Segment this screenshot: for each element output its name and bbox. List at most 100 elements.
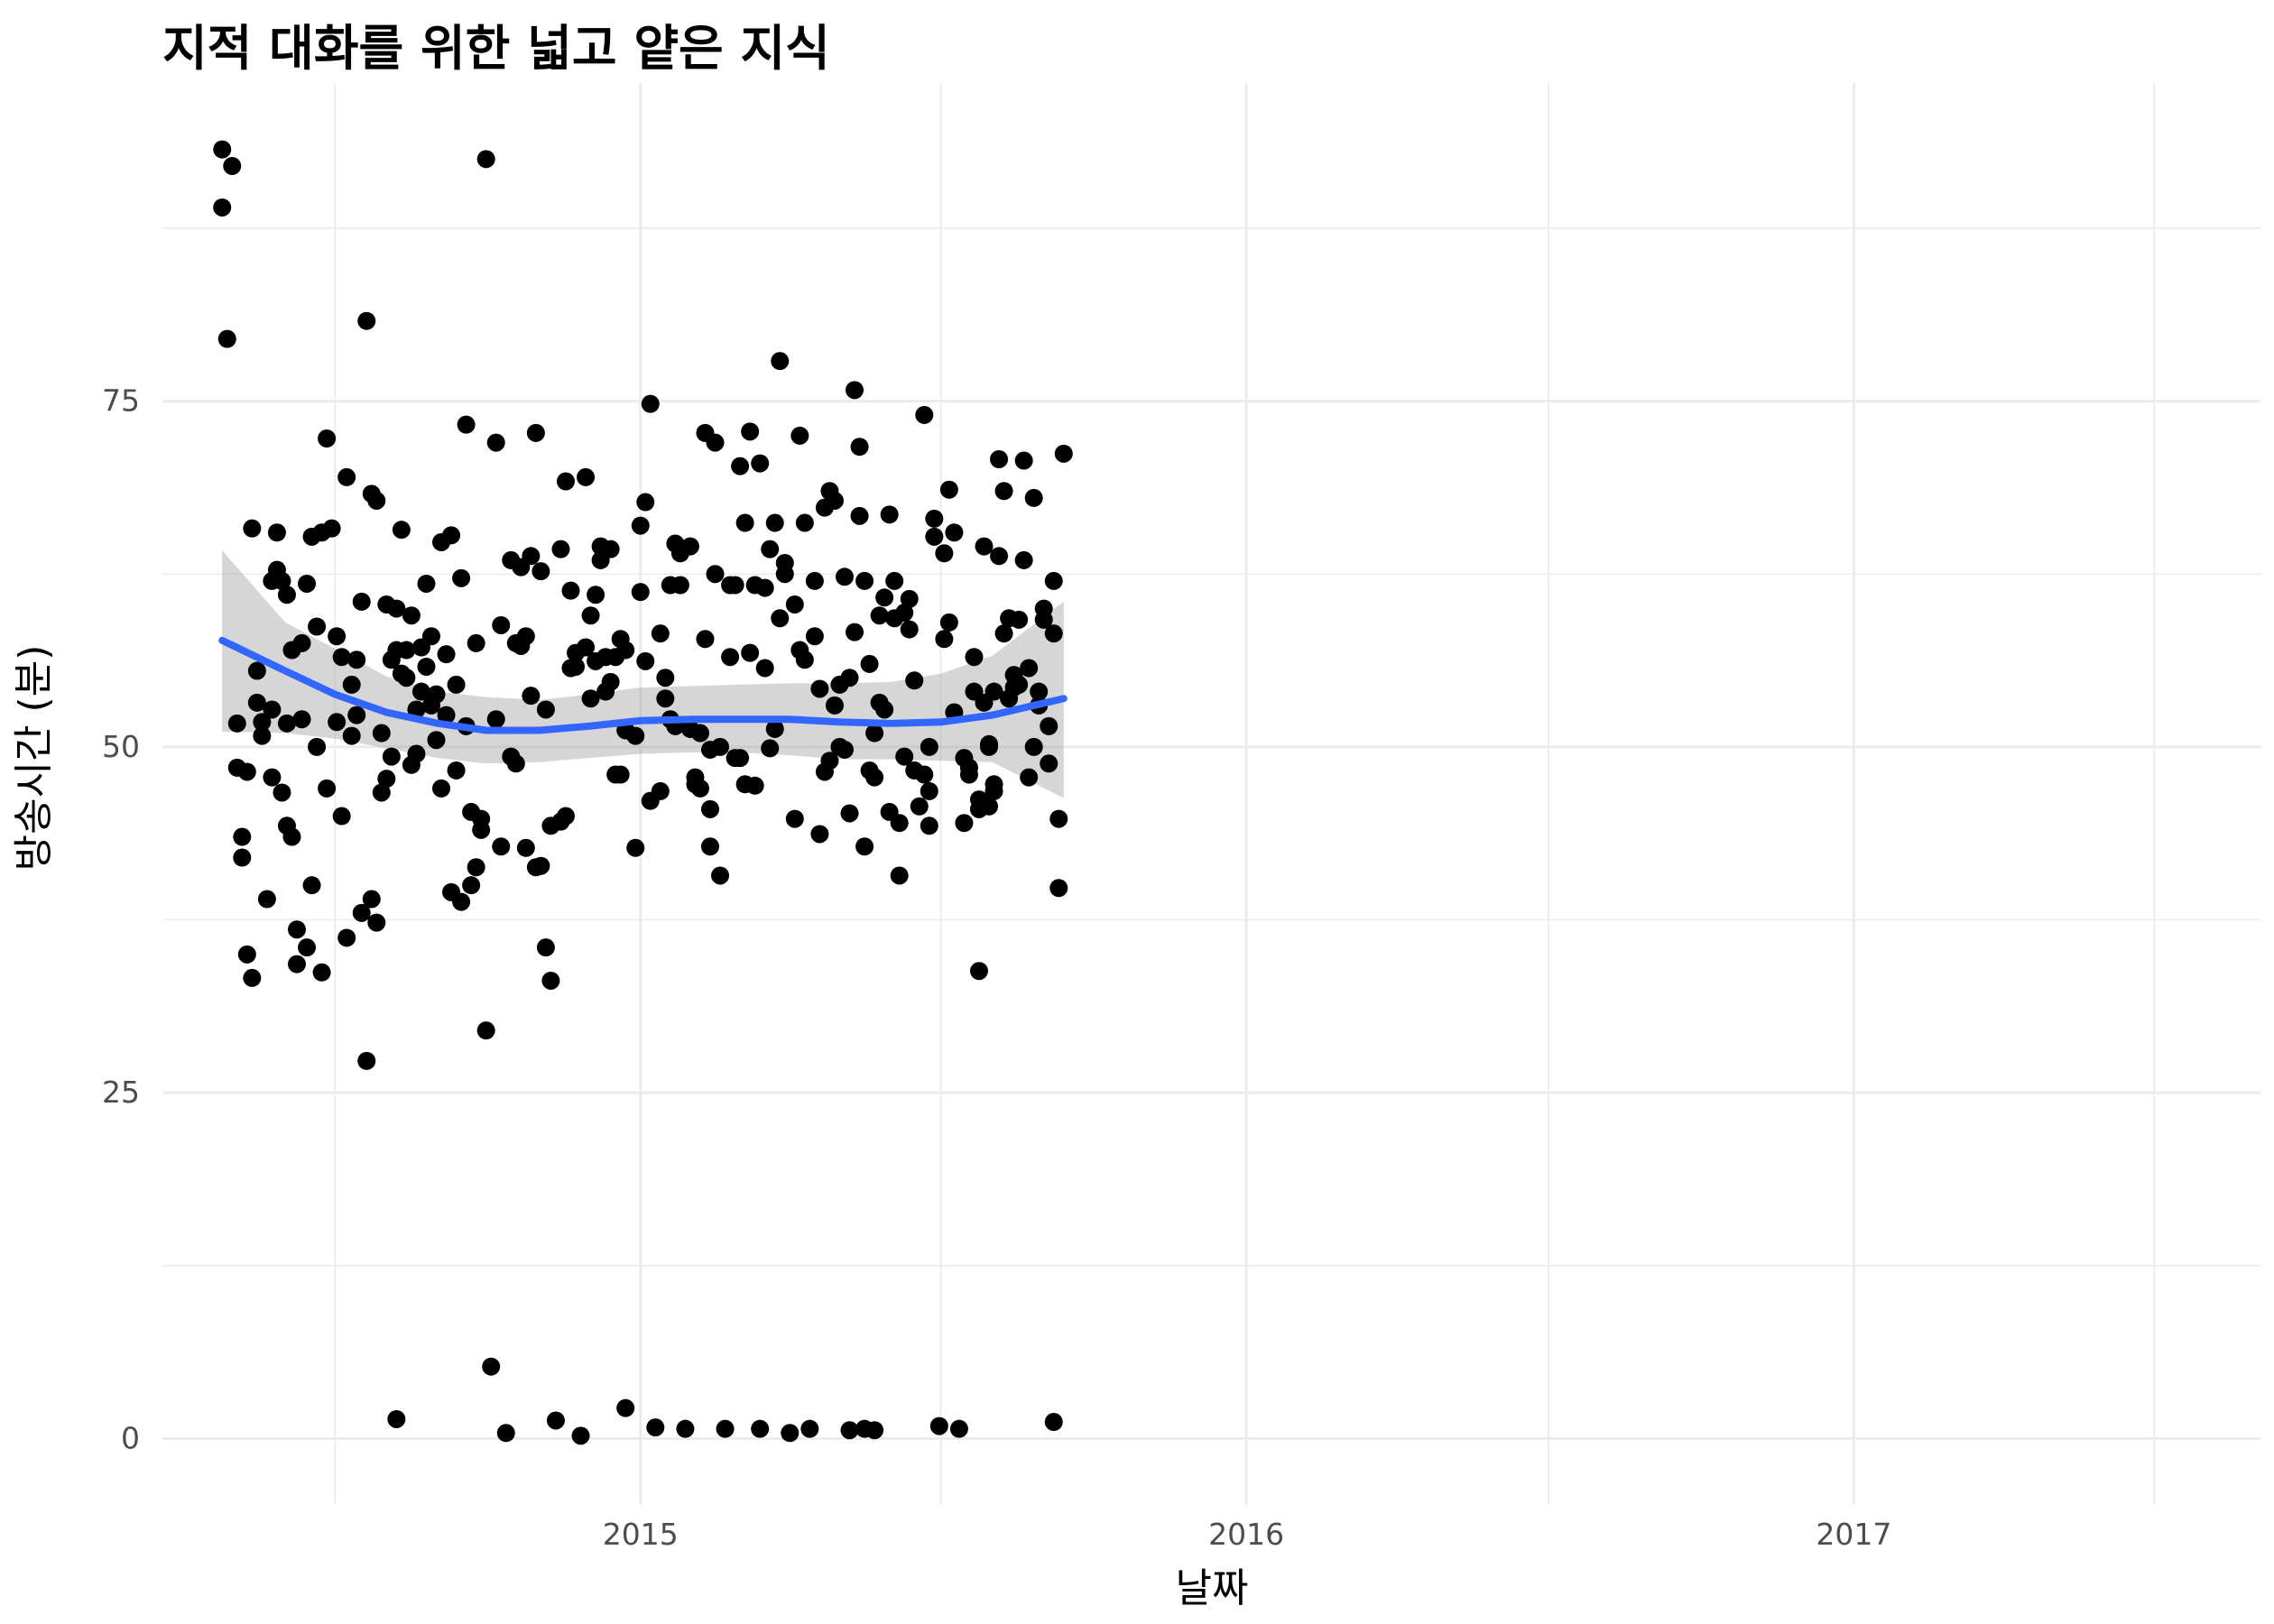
data-point [706,433,725,452]
data-point [611,765,630,784]
data-point [522,547,541,566]
data-point [237,945,256,964]
data-point [1020,768,1039,787]
data-point [492,615,511,634]
data-point [846,381,864,400]
data-point [825,696,844,715]
data-point [577,467,596,486]
data-point [581,689,600,708]
data-point [755,659,774,678]
data-point [421,627,440,646]
data-point [1010,675,1029,694]
data-point [835,740,854,759]
data-point [805,627,824,646]
data-point [1044,624,1063,643]
data-point [267,523,286,542]
y-axis-title: 방송시간 (분) [11,645,57,872]
data-point [994,624,1013,643]
data-point [332,648,351,667]
data-point [900,620,919,639]
data-point [526,423,545,442]
data-point [233,827,252,846]
data-point [263,768,282,787]
data-point [347,651,366,669]
data-point [920,817,938,835]
data-point [771,352,790,371]
data-point [417,574,436,593]
data-point [765,719,784,738]
data-point [701,837,720,856]
data-point [785,595,804,614]
data-point [855,571,874,590]
data-point [541,971,560,990]
data-point [447,675,466,694]
data-point [243,519,262,538]
data-point [1040,754,1058,773]
data-point [795,651,814,669]
y-tick-label: 25 [102,1075,140,1110]
data-point [347,706,366,724]
data-point [646,1418,665,1437]
data-point [765,513,784,532]
data-point [407,744,426,763]
data-point [925,527,944,546]
data-point [890,814,909,833]
data-point [751,1419,770,1438]
data-point [247,693,266,712]
data-point [308,617,327,636]
data-point [790,426,809,445]
data-point [452,568,471,587]
data-point [233,848,252,867]
data-point [810,679,829,698]
data-point [496,1424,515,1443]
data-point [243,968,262,987]
data-point [1049,879,1068,898]
data-point [1010,610,1029,629]
y-tick-label: 0 [121,1420,140,1455]
data-point [726,576,744,595]
data-point [925,509,944,528]
data-point [656,669,675,687]
data-point [810,825,829,844]
data-point [915,765,934,784]
data-point [895,604,914,623]
data-point [636,651,655,670]
data-point [437,706,456,724]
data-point [755,578,774,597]
data-point [835,567,854,586]
data-point [561,581,580,600]
data-point [935,544,954,563]
data-point [1034,610,1053,629]
data-point [227,714,246,733]
data-point [298,938,317,957]
data-point [850,438,869,457]
data-point [969,962,988,981]
data-point [1054,444,1073,463]
data-point [213,198,232,217]
data-point [696,630,715,649]
data-point [551,540,570,558]
data-point [875,700,894,719]
data-point [616,1398,635,1417]
data-point [735,513,754,532]
data-point [656,689,675,708]
data-point [870,606,889,625]
data-point [890,866,909,885]
data-point [213,140,232,159]
data-point [651,781,670,800]
tick-labels: 0 25 50 75 2015 2016 2017 [102,383,1891,1552]
data-point [467,633,485,652]
data-point [690,779,709,798]
data-point [680,537,699,556]
data-point [556,807,575,826]
data-point [532,856,550,875]
data-point [367,491,386,510]
data-point [273,783,291,802]
data-point [771,609,790,628]
data-point [601,672,620,691]
smooth-line-layer [218,636,1068,734]
data-point [263,700,282,719]
data-point [452,892,471,911]
data-point [567,657,586,676]
data-point [939,480,958,499]
